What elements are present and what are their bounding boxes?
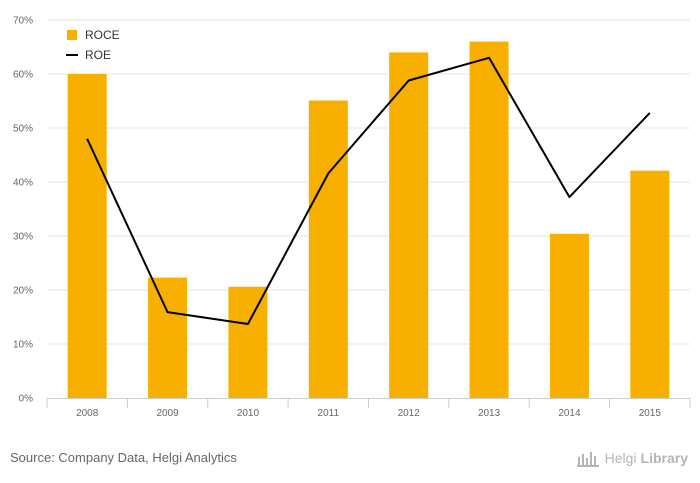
helgi-library-logo: Helgi Library — [576, 449, 688, 467]
library-icon — [576, 452, 599, 467]
bar-roce-2008 — [67, 74, 107, 398]
bar-roce-2011 — [308, 100, 348, 399]
x-tick-label: 2012 — [398, 408, 421, 419]
x-tick-label: 2008 — [76, 408, 99, 419]
legend-swatch-roce — [67, 30, 77, 40]
x-tick-label: 2009 — [156, 408, 179, 419]
bar-roce-2015 — [630, 170, 670, 398]
y-tick-label: 0% — [19, 394, 34, 405]
logo-text-regular: Helgi — [604, 450, 637, 466]
bar-roce-2010 — [228, 286, 268, 398]
legend-label-roce: ROCE — [85, 28, 120, 42]
x-tick-label: 2015 — [639, 408, 662, 419]
y-tick-label: 10% — [13, 340, 33, 351]
chart: 0% 10% 20% 30% 40% 50% 60% 70% 2008 2009 2010 2011… — [13, 16, 691, 419]
roce-bars — [67, 41, 670, 399]
roe-line-series — [86, 56, 651, 326]
source-note: Source: Company Data, Helgi Analytics — [10, 450, 237, 465]
x-tick-label: 2010 — [237, 408, 260, 419]
bar-roce-2014 — [549, 233, 589, 398]
x-tick-label: 2014 — [558, 408, 581, 419]
y-tick-label: 30% — [13, 232, 33, 243]
logo-text-bold: Library — [640, 450, 688, 466]
legend-label-roe: ROE — [85, 48, 111, 62]
y-tick-label: 20% — [13, 286, 33, 297]
y-tick-label: 60% — [13, 70, 33, 81]
bar-roce-2009 — [148, 277, 188, 398]
y-tick-label: 70% — [13, 16, 33, 27]
x-tick-label: 2011 — [318, 408, 340, 419]
x-axis: 2008 2009 2010 2011 2012 2013 2014 2015 — [46, 398, 691, 419]
bar-roce-2013 — [469, 41, 509, 398]
legend: ROCE ROE — [66, 28, 120, 62]
y-tick-label: 50% — [13, 124, 33, 135]
gridlines — [47, 19, 690, 345]
line-roe — [86, 56, 651, 326]
bar-roce-2012 — [389, 52, 429, 399]
x-tick-label: 2013 — [478, 408, 501, 419]
y-tick-label: 40% — [13, 178, 33, 189]
y-axis: 0% 10% 20% 30% 40% 50% 60% 70% — [13, 16, 33, 405]
